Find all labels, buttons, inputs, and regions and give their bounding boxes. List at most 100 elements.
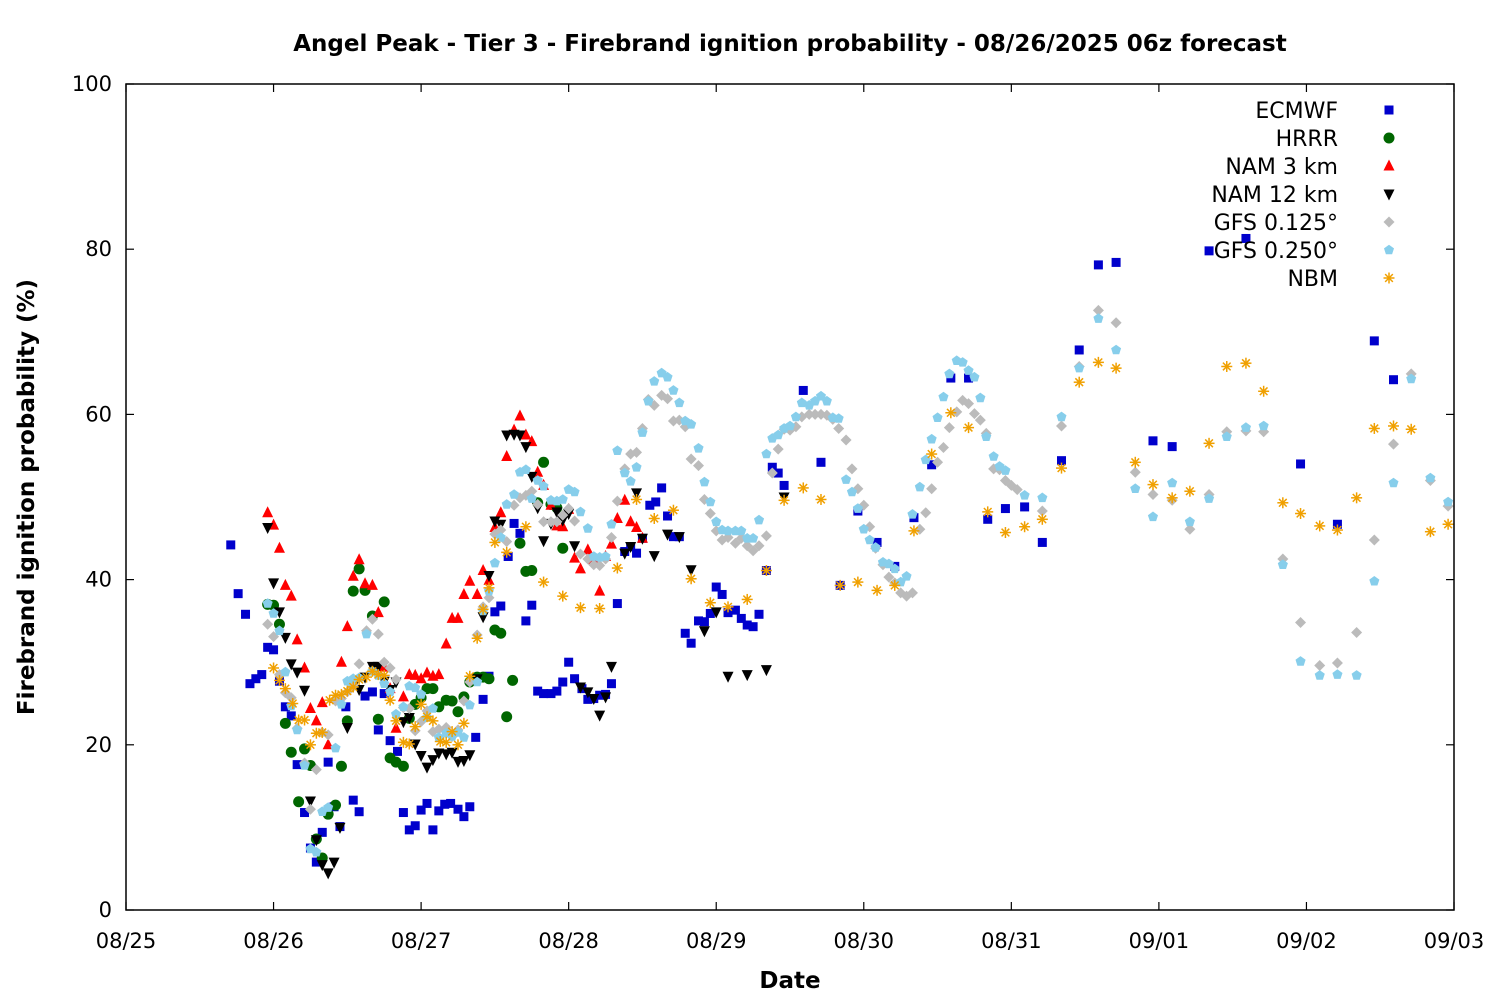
data-point [372,713,384,725]
data-point [452,739,464,751]
data-point [359,577,371,589]
data-point [937,441,949,453]
legend-marker [1383,272,1395,284]
y-tick-label: 80 [85,237,112,261]
data-point [717,589,727,599]
data-point [280,666,291,677]
legend-marker [1384,105,1394,115]
data-point [944,368,955,379]
data-point [384,662,396,674]
data-point [569,541,581,553]
data-point [606,679,616,689]
data-point [1074,362,1085,373]
data-point [1011,484,1023,496]
x-axis-label: Date [759,968,820,994]
data-point [273,618,285,630]
data-point [963,398,975,410]
data-point [1057,456,1067,466]
data-point [379,678,390,688]
data-point [279,717,291,729]
data-point [651,497,661,507]
data-point [1147,479,1159,491]
data-point [606,519,617,529]
data-point [736,525,747,536]
data-point [551,507,563,519]
data-point [341,620,353,632]
x-tick-label: 08/25 [96,929,157,953]
data-point [982,506,994,518]
data-point [1130,483,1141,493]
data-point [611,511,623,523]
data-point [1258,385,1270,397]
data-point [1129,456,1141,468]
data-point [409,721,421,733]
data-point [969,371,980,382]
data-point [464,699,475,710]
data-point [378,656,390,668]
data-point [760,565,772,577]
data-point [366,578,378,590]
data-point [816,457,826,467]
data-point [526,565,538,577]
data-point [926,448,938,460]
data-point [378,669,390,681]
data-point [341,685,353,697]
data-point [433,668,445,680]
data-point [1019,521,1031,533]
data-point [648,512,660,524]
data-point [1295,508,1307,520]
data-point [440,736,452,748]
data-point [798,385,808,395]
data-point [557,590,569,602]
data-point [1110,362,1122,374]
data-point [427,755,439,767]
data-point [927,460,937,470]
data-point [1296,459,1306,469]
data-point [526,471,538,483]
data-point [611,562,623,574]
data-point [631,493,643,505]
data-point [291,633,303,645]
data-point [889,579,901,591]
data-point [336,699,347,709]
data-point [471,587,483,599]
data-point [533,686,543,696]
data-point [373,725,383,735]
data-point [809,408,821,420]
data-point [883,558,894,569]
data-point [262,506,274,518]
plot-frame [125,83,1455,911]
y-tick-label: 20 [85,733,112,757]
data-point [736,613,746,623]
data-point [673,532,685,544]
data-point [273,607,285,619]
data-point [299,743,311,755]
data-point [1204,246,1214,256]
data-point [722,601,734,613]
data-point [964,373,974,383]
data-point [520,464,531,474]
data-point [465,802,475,812]
data-point [773,429,784,440]
data-point [914,481,925,492]
data-point [280,702,290,712]
data-point [957,357,968,367]
data-point [520,521,532,533]
data-point [754,514,765,525]
data-point [779,480,789,490]
data-point [704,508,716,520]
data-point [299,661,311,673]
data-point [1295,656,1306,666]
data-points [226,233,1454,880]
data-point [421,666,433,678]
data-point [501,546,513,558]
data-point [397,690,409,702]
data-point [226,540,236,550]
data-point [433,748,445,760]
data-point [704,597,716,609]
data-point [1111,344,1122,355]
data-point [767,462,777,472]
data-point [1240,357,1252,369]
data-point [503,551,513,561]
